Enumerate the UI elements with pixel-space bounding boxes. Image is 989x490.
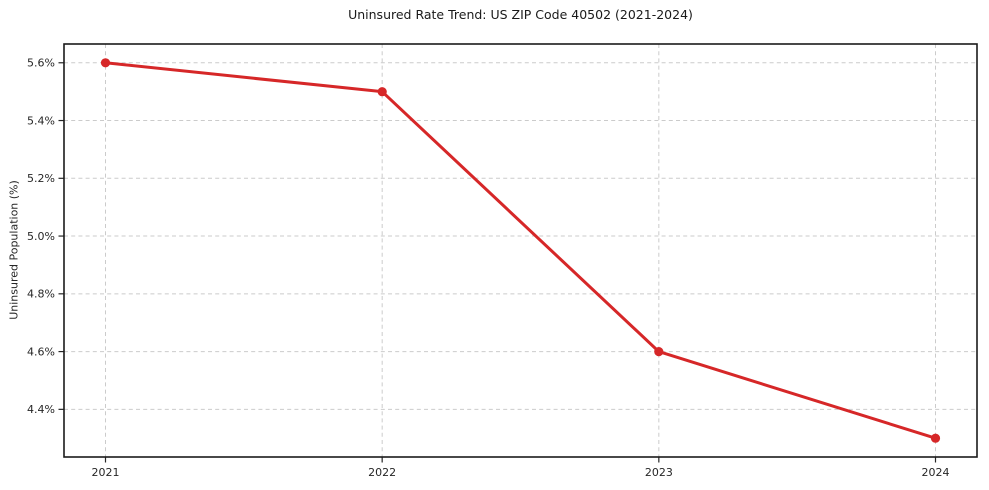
y-tick-label: 4.4% — [27, 403, 55, 416]
data-point-2023 — [654, 347, 664, 357]
data-point-2024 — [930, 433, 941, 443]
y-tick-label: 5.2% — [27, 172, 55, 185]
data-point-2021 — [100, 58, 111, 68]
y-tick-label: 4.6% — [27, 345, 55, 358]
x-tick-label: 2023 — [645, 466, 673, 479]
x-tick-label: 2021 — [92, 466, 120, 479]
trend-line — [104, 61, 937, 440]
y-tick-label: 5.6% — [27, 57, 55, 70]
chart-title: Uninsured Rate Trend: US ZIP Code 40502 … — [348, 7, 693, 22]
data-point-2022 — [377, 87, 387, 97]
x-tick-label: 2022 — [368, 466, 396, 479]
y-tick-label: 4.8% — [27, 288, 55, 301]
x-tick-label: 2024 — [922, 466, 950, 479]
y-tick-label: 5.0% — [27, 230, 55, 243]
plot-border — [63, 43, 978, 458]
y-tick-label: 5.4% — [27, 114, 55, 127]
